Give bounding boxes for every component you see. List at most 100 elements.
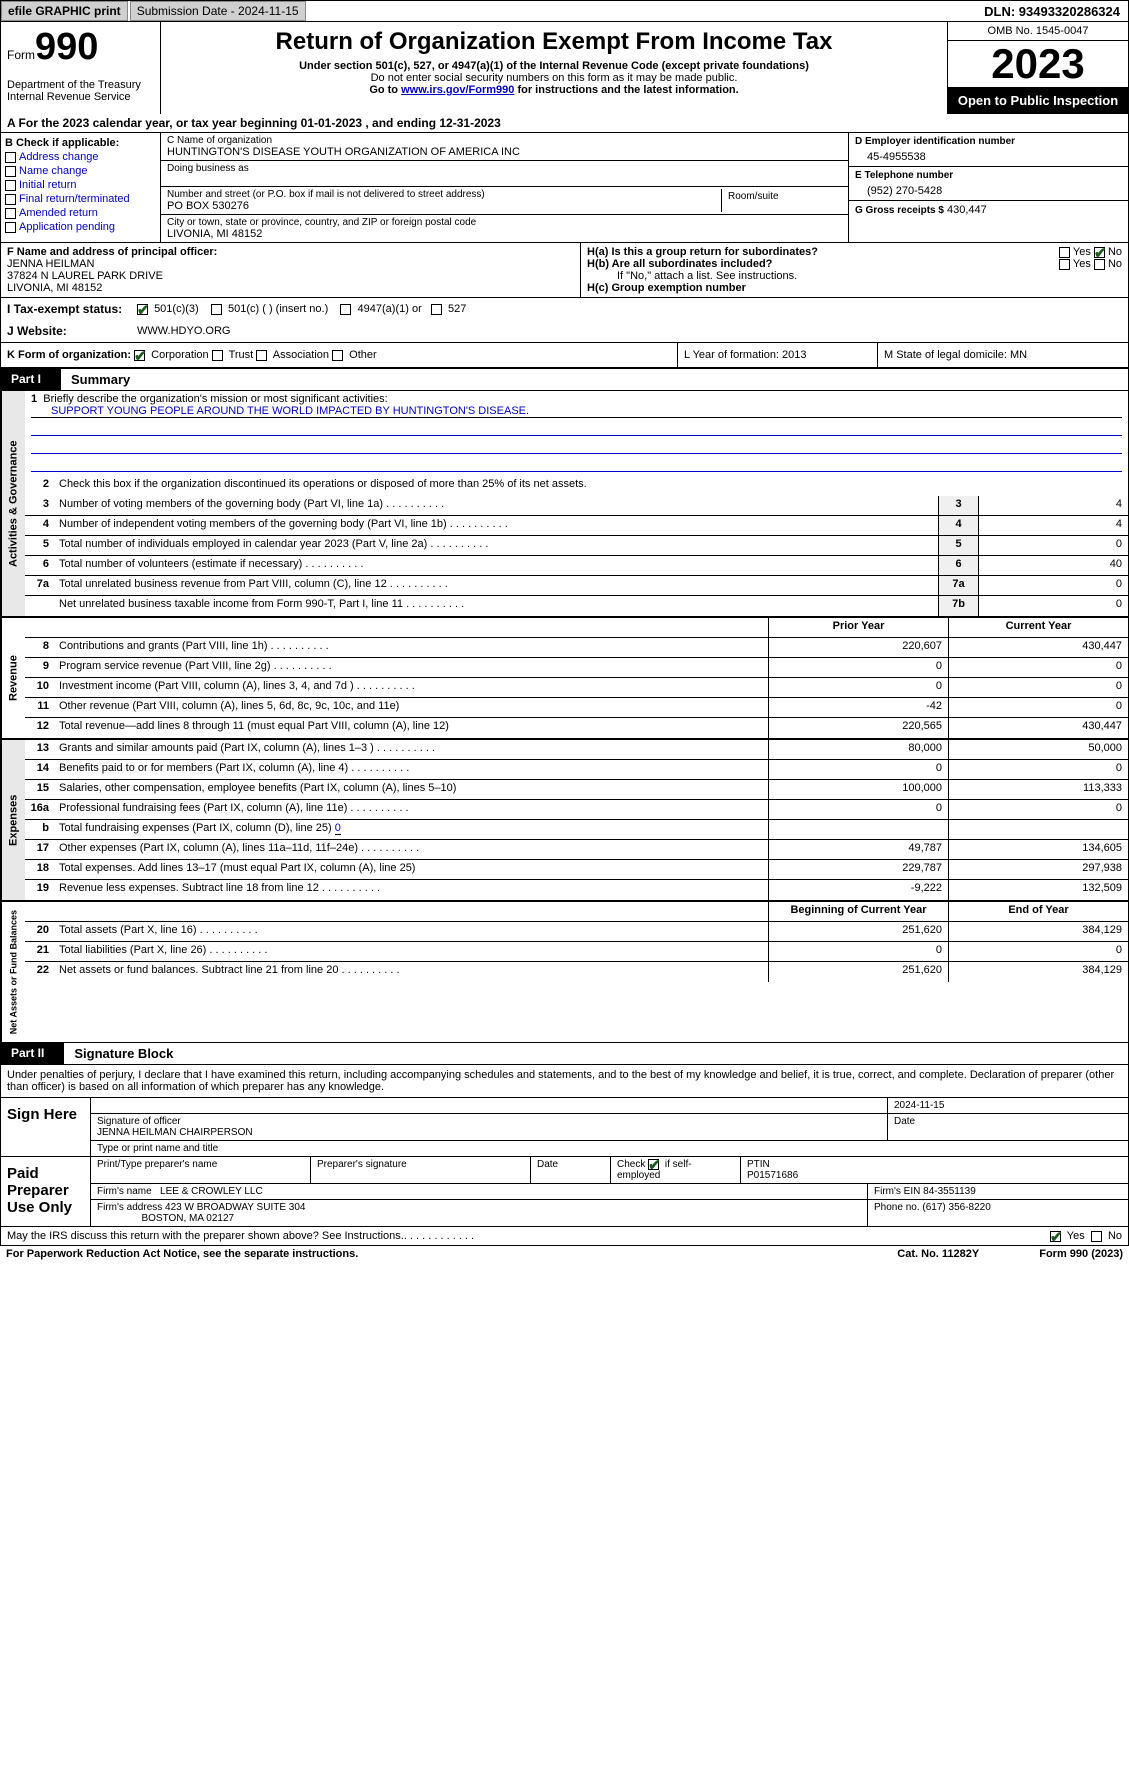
c19: 132,509 (948, 880, 1128, 900)
sign-here-block: Sign Here 2024-11-15 Signature of office… (0, 1098, 1129, 1157)
opt-final-return: Final return/terminated (19, 193, 130, 205)
part1-title: Summary (61, 369, 140, 390)
box-b-header: B Check if applicable: (5, 137, 156, 149)
row-fh: F Name and address of principal officer:… (0, 243, 1129, 298)
part1-badge: Part I (1, 369, 61, 390)
hb-note: If "No," attach a list. See instructions… (587, 270, 1122, 282)
part2-title: Signature Block (64, 1043, 183, 1064)
val7a: 0 (978, 576, 1128, 595)
sig-intro: Under penalties of perjury, I declare th… (0, 1065, 1129, 1098)
firm-addr-label: Firm's address (97, 1202, 162, 1213)
self-emp-label: Check if self-employed (617, 1159, 692, 1181)
chk-amended[interactable] (5, 208, 16, 219)
form-number: 990 (35, 26, 98, 68)
p9: 0 (768, 658, 948, 677)
box-c: C Name of organization HUNTINGTON'S DISE… (161, 133, 848, 242)
p16b (768, 820, 948, 839)
dba-label: Doing business as (167, 163, 842, 174)
chk-name-change[interactable] (5, 166, 16, 177)
section-netassets: Net Assets or Fund Balances Beginning of… (0, 902, 1129, 1043)
p21: 0 (768, 942, 948, 961)
chk-corp[interactable] (134, 350, 145, 361)
line8: Contributions and grants (Part VIII, lin… (59, 640, 268, 652)
officer-name: JENNA HEILMAN (7, 258, 574, 270)
chk-discuss-yes[interactable] (1050, 1231, 1061, 1242)
chk-app-pending[interactable] (5, 222, 16, 233)
street-label: Number and street (or P.O. box if mail i… (167, 189, 721, 200)
hc-label: H(c) Group exemption number (587, 282, 746, 294)
chk-assoc[interactable] (256, 350, 267, 361)
opt-trust: Trust (229, 349, 254, 361)
sig-officer: JENNA HEILMAN CHAIRPERSON (97, 1127, 881, 1138)
line6: Total number of volunteers (estimate if … (59, 558, 302, 570)
firm-name: LEE & CROWLEY LLC (160, 1186, 263, 1197)
chk-self-employed[interactable] (648, 1159, 659, 1170)
tax-status-label: I Tax-exempt status: (1, 298, 131, 320)
section-governance: Activities & Governance 1 Briefly descri… (0, 391, 1129, 618)
line12: Total revenue—add lines 8 through 11 (mu… (59, 720, 449, 732)
chk-527[interactable] (431, 304, 442, 315)
department: Department of the Treasury Internal Reve… (7, 69, 154, 103)
form-header: Form990 Department of the Treasury Inter… (0, 22, 1129, 114)
chk-ha-yes[interactable] (1059, 247, 1070, 258)
line19: Revenue less expenses. Subtract line 18 … (59, 882, 319, 894)
opt-4947: 4947(a)(1) or (358, 303, 422, 315)
goto-post: for instructions and the latest informat… (514, 84, 738, 96)
line7b: Net unrelated business taxable income fr… (59, 598, 403, 610)
street: PO BOX 530276 (167, 200, 721, 212)
chk-501c[interactable] (211, 304, 222, 315)
chk-trust[interactable] (212, 350, 223, 361)
ha-no: No (1108, 246, 1122, 258)
hb-yes: Yes (1073, 258, 1091, 270)
row-j: J Website: WWW.HDYO.ORG (0, 320, 1129, 343)
opt-501c3: 501(c)(3) (154, 303, 199, 315)
chk-hb-no[interactable] (1094, 259, 1105, 270)
chk-other[interactable] (332, 350, 343, 361)
firm-addr2: BOSTON, MA 02127 (141, 1213, 234, 1224)
gross-label: G Gross receipts $ (855, 205, 944, 216)
chk-hb-yes[interactable] (1059, 259, 1070, 270)
line16a: Professional fundraising fees (Part IX, … (59, 802, 347, 814)
chk-initial-return[interactable] (5, 180, 16, 191)
box-b: B Check if applicable: Address change Na… (1, 133, 161, 242)
irs-link[interactable]: www.irs.gov/Form990 (401, 84, 514, 96)
part2-header: Part II Signature Block (0, 1043, 1129, 1065)
c12: 430,447 (948, 718, 1128, 738)
hb-no: No (1108, 258, 1122, 270)
c16a: 0 (948, 800, 1128, 819)
footer: For Paperwork Reduction Act Notice, see … (0, 1246, 1129, 1262)
hdr-begin: Beginning of Current Year (768, 902, 948, 921)
ssn-note: Do not enter social security numbers on … (171, 72, 937, 84)
sig-officer-label: Signature of officer (97, 1116, 881, 1127)
type-name-label: Type or print name and title (91, 1141, 1128, 1156)
state-domicile: M State of legal domicile: MN (878, 343, 1128, 367)
website-label: J Website: (1, 320, 131, 342)
section-revenue: Revenue Prior YearCurrent Year 8Contribu… (0, 618, 1129, 740)
chk-discuss-no[interactable] (1091, 1231, 1102, 1242)
chk-address-change[interactable] (5, 152, 16, 163)
sign-here-label: Sign Here (1, 1098, 91, 1156)
topbar: efile GRAPHIC print Submission Date - 20… (0, 0, 1129, 22)
c8: 430,447 (948, 638, 1128, 657)
prep-phone-label: Phone no. (874, 1202, 920, 1213)
c14: 0 (948, 760, 1128, 779)
ptin: P01571686 (747, 1170, 1122, 1181)
line16b-val: 0 (335, 822, 341, 835)
firm-addr1: 423 W BROADWAY SUITE 304 (165, 1202, 305, 1213)
right-col-deg: D Employer identification number 45-4955… (848, 133, 1128, 242)
c18: 297,938 (948, 860, 1128, 879)
p16a: 0 (768, 800, 948, 819)
chk-ha-no[interactable] (1094, 247, 1105, 258)
sig-date-label: Date (894, 1116, 915, 1127)
row-klm: K Form of organization: Corporation Trus… (0, 343, 1129, 369)
opt-name-change: Name change (19, 165, 88, 177)
chk-501c3[interactable] (137, 304, 148, 315)
chk-final-return[interactable] (5, 194, 16, 205)
opt-app-pending: Application pending (19, 221, 115, 233)
phone: (952) 270-5428 (855, 181, 1122, 197)
officer-addr2: LIVONIA, MI 48152 (7, 282, 574, 294)
p14: 0 (768, 760, 948, 779)
chk-4947[interactable] (340, 304, 351, 315)
line15: Salaries, other compensation, employee b… (59, 782, 456, 794)
omb-number: OMB No. 1545-0047 (948, 22, 1128, 41)
